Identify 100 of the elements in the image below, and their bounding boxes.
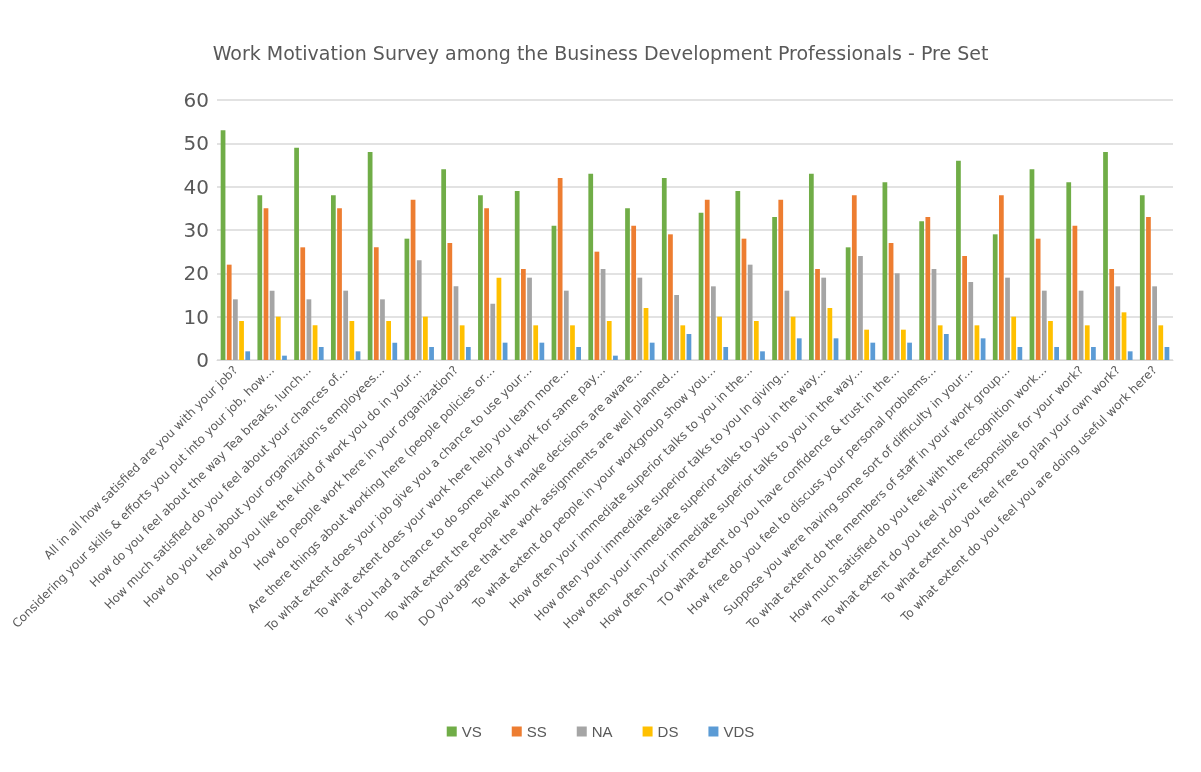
bar (386, 321, 391, 360)
legend-label: SS (526, 723, 547, 740)
bar (711, 286, 716, 360)
bar (1084, 325, 1090, 360)
bar (533, 325, 539, 360)
y-tick-label: 0 (196, 348, 209, 372)
bar (992, 234, 998, 360)
bar (1152, 286, 1157, 360)
bar (894, 273, 900, 360)
bar (778, 199, 784, 360)
bar (717, 316, 722, 360)
bar (330, 195, 336, 360)
bar (668, 234, 673, 360)
bar (613, 355, 618, 360)
bar (563, 290, 569, 360)
bar (1103, 152, 1108, 360)
bar (901, 329, 906, 360)
y-tick-label: 10 (183, 304, 209, 329)
bar (539, 342, 545, 360)
bar (680, 325, 686, 360)
bar (275, 316, 281, 360)
bar (827, 308, 833, 360)
bar (337, 208, 342, 360)
bar (300, 247, 306, 360)
bar (968, 282, 974, 360)
bar (674, 295, 679, 360)
bar (925, 217, 931, 360)
bar (919, 221, 925, 360)
y-tick-label: 50 (183, 131, 209, 156)
bar (956, 160, 961, 360)
bar (1066, 182, 1072, 360)
bar (257, 195, 263, 360)
bar (1054, 347, 1060, 360)
bar (527, 277, 532, 360)
y-tick-label: 20 (183, 261, 209, 286)
bar (429, 347, 434, 360)
bar (282, 355, 287, 360)
bar (239, 321, 244, 360)
bar (245, 351, 251, 360)
bar (1041, 290, 1047, 360)
bar (380, 299, 385, 360)
bar (392, 342, 398, 360)
bar (459, 325, 465, 360)
bar (631, 225, 637, 360)
bar (294, 147, 299, 360)
bar (521, 269, 526, 360)
bar (1115, 286, 1121, 360)
bar (416, 260, 422, 360)
bar (747, 264, 753, 360)
legend-label: NA (591, 723, 613, 740)
bar (1158, 325, 1164, 360)
bar (1005, 277, 1010, 360)
bar (514, 191, 520, 360)
bar (821, 277, 827, 360)
bar (570, 325, 575, 360)
bar (465, 347, 471, 360)
bar (735, 191, 741, 360)
y-tick-label: 30 (183, 218, 209, 242)
bar (637, 277, 643, 360)
bar (226, 264, 232, 360)
bar (937, 325, 943, 360)
bar (864, 329, 869, 360)
bar (1127, 351, 1133, 360)
bar (999, 195, 1004, 360)
bar (588, 173, 594, 360)
bar (1091, 347, 1096, 360)
bar (851, 195, 857, 360)
bar (704, 199, 710, 360)
bar (723, 347, 729, 360)
bar (753, 321, 759, 360)
bar (1139, 195, 1145, 360)
bar (625, 208, 630, 360)
bar (943, 334, 949, 360)
bar (557, 178, 563, 360)
legend-label: VDS (723, 723, 755, 740)
bar (269, 290, 275, 360)
bar (447, 243, 453, 360)
bar (441, 169, 447, 360)
bar (858, 256, 863, 360)
bar (318, 347, 324, 360)
bar (772, 217, 777, 360)
bar (423, 316, 428, 360)
bar (478, 195, 483, 360)
bar (808, 173, 814, 360)
bar (606, 321, 612, 360)
y-tick-label: 40 (183, 174, 209, 199)
bar (484, 208, 489, 360)
bar (870, 342, 876, 360)
bar (1109, 269, 1115, 360)
bar (490, 303, 496, 360)
bar (962, 256, 967, 360)
bar (1048, 321, 1053, 360)
legend-label: DS (657, 723, 679, 740)
legend-label: VS (461, 723, 482, 740)
bar (907, 342, 912, 360)
bar (815, 269, 820, 360)
bar (661, 178, 667, 360)
bar (760, 351, 765, 360)
bar (576, 347, 582, 360)
chart-title: Work Motivation Survey among the Business Development Professionals - Pre Set (212, 41, 989, 64)
